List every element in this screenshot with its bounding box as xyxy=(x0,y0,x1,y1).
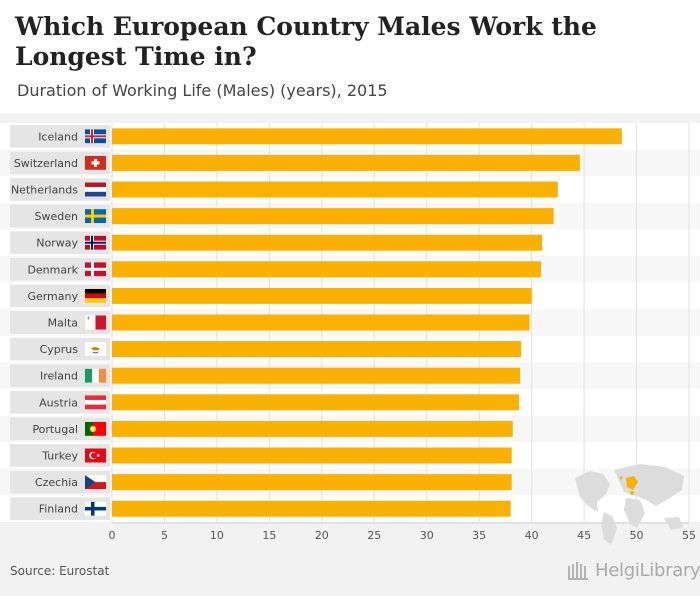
austria-flag-icon xyxy=(85,395,106,410)
x-axis-ticks: 0 5 10 15 20 25 30 35 40 45 50 55 xyxy=(109,529,697,542)
category-label: Turkey xyxy=(41,450,78,463)
category-label: Cyprus xyxy=(40,343,79,356)
category-label: Austria xyxy=(39,396,78,409)
bar xyxy=(112,474,512,491)
switzerland-flag-icon xyxy=(85,155,106,170)
category-label: Czechia xyxy=(35,476,78,489)
x-tick-label: 20 xyxy=(315,529,329,542)
bar xyxy=(112,394,520,411)
malta-flag-icon xyxy=(85,315,106,330)
bar xyxy=(112,181,558,198)
category-label: Netherlands xyxy=(11,184,78,197)
category-label: Ireland xyxy=(40,370,78,383)
bar xyxy=(112,287,532,304)
chart-title: Which European Country Males Work the Lo… xyxy=(15,12,597,71)
category-label: Iceland xyxy=(38,130,78,143)
bar xyxy=(112,367,521,384)
x-tick-label: 55 xyxy=(682,529,696,542)
x-tick-label: 40 xyxy=(525,529,539,542)
bars xyxy=(112,128,622,517)
iceland-flag-icon xyxy=(85,129,106,144)
denmark-flag-icon xyxy=(85,262,106,277)
chart-subtitle: Duration of Working Life (Males) (years)… xyxy=(17,81,388,100)
library-columns-icon xyxy=(568,561,588,580)
netherlands-flag-icon xyxy=(85,182,106,197)
helgi-library-logo: HelgiLibrary. xyxy=(568,560,700,581)
flag-icons xyxy=(85,129,106,516)
x-tick-label: 15 xyxy=(262,529,276,542)
sweden-flag-icon xyxy=(85,209,106,224)
category-label: Finland xyxy=(39,503,78,516)
category-label: Denmark xyxy=(27,263,78,276)
source-note: Source: Eurostat xyxy=(10,564,110,578)
category-labels: Iceland Switzerland Netherlands Sweden Norwa… xyxy=(11,130,79,515)
bar xyxy=(112,128,622,145)
chart-header: Which European Country Males Work the Lo… xyxy=(0,0,700,113)
bar xyxy=(112,500,511,517)
czechia-flag-icon xyxy=(85,475,106,490)
x-tick-label: 45 xyxy=(577,529,591,542)
finland-flag-icon xyxy=(85,501,106,516)
bar xyxy=(112,154,580,171)
bar xyxy=(112,208,554,225)
x-tick-label: 30 xyxy=(420,529,434,542)
portugal-flag-icon xyxy=(85,421,106,436)
cyprus-flag-icon xyxy=(85,342,106,357)
turkey-flag-icon xyxy=(85,448,106,463)
ireland-flag-icon xyxy=(85,368,106,383)
x-tick-label: 10 xyxy=(210,529,224,542)
category-label: Norway xyxy=(36,237,78,250)
norway-flag-icon xyxy=(85,235,106,250)
x-tick-label: 35 xyxy=(472,529,486,542)
bar xyxy=(112,234,543,251)
category-label: Malta xyxy=(48,317,78,330)
bar xyxy=(112,314,530,331)
x-tick-label: 50 xyxy=(630,529,644,542)
germany-flag-icon xyxy=(85,288,106,303)
x-tick-label: 25 xyxy=(367,529,381,542)
category-label: Sweden xyxy=(35,210,78,223)
bar xyxy=(112,420,513,437)
x-tick-label: 5 xyxy=(161,529,168,542)
bar xyxy=(112,447,512,464)
bar xyxy=(112,341,522,358)
world-map-watermark xyxy=(575,464,684,545)
category-label: Portugal xyxy=(32,423,78,436)
logo-text: HelgiLibrary. xyxy=(595,560,700,581)
category-label: Switzerland xyxy=(14,157,78,170)
category-label: Germany xyxy=(27,290,78,303)
x-tick-label: 0 xyxy=(109,529,116,542)
bar xyxy=(112,261,542,278)
